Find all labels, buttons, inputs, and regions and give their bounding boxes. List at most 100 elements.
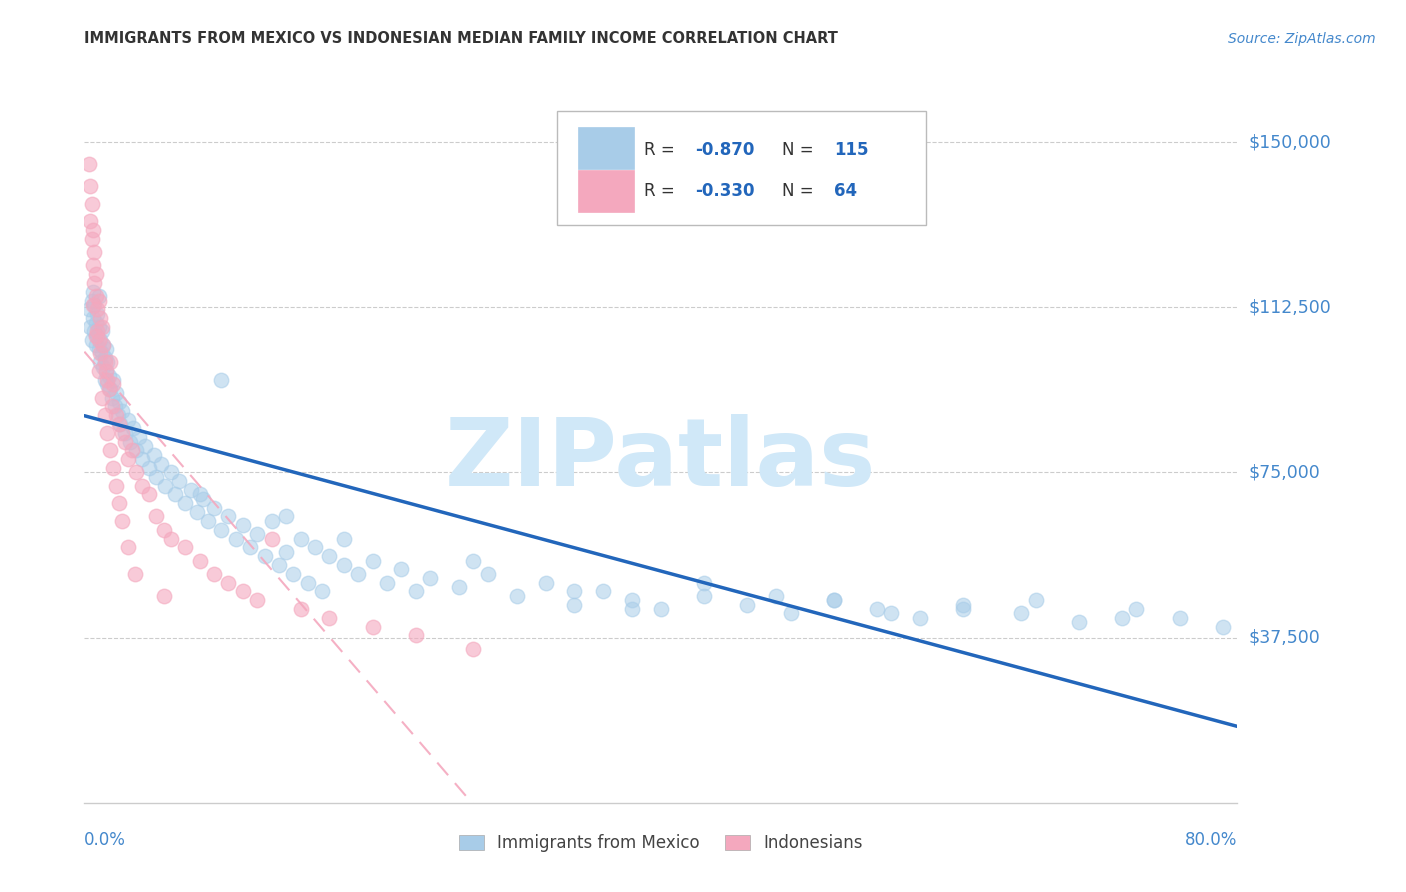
Point (375, 575, 398, 590)
Point (90, 391, 112, 405)
Point (290, 532, 312, 546)
Text: $75,000: $75,000 (1249, 464, 1320, 482)
Point (361, 619, 384, 633)
Point (80, 196, 103, 211)
Point (304, 541, 326, 555)
Point (405, 628, 427, 642)
Point (188, 553, 211, 567)
Point (108, 395, 131, 409)
Point (80, 232, 103, 246)
Point (77, 157, 100, 171)
Point (83, 325, 105, 339)
Point (650, 602, 672, 616)
Point (188, 487, 211, 501)
Point (93, 408, 115, 422)
Point (477, 566, 499, 581)
Point (283, 566, 305, 581)
Point (693, 589, 716, 603)
Point (534, 575, 557, 590)
Text: $150,000: $150,000 (1249, 133, 1331, 151)
Text: N =: N = (782, 182, 818, 200)
Point (122, 421, 145, 435)
Point (232, 584, 254, 599)
Point (131, 452, 153, 467)
Point (105, 478, 128, 492)
Text: Source: ZipAtlas.com: Source: ZipAtlas.com (1227, 32, 1375, 46)
Text: IMMIGRANTS FROM MEXICO VS INDONESIAN MEDIAN FAMILY INCOME CORRELATION CHART: IMMIGRANTS FROM MEXICO VS INDONESIAN MED… (84, 31, 838, 46)
Point (97, 382, 120, 396)
Point (952, 602, 974, 616)
Point (823, 593, 845, 607)
Point (84, 337, 107, 351)
Point (1212, 619, 1234, 633)
Point (209, 523, 232, 537)
Point (94, 364, 117, 378)
Point (145, 470, 167, 484)
Point (93, 351, 115, 365)
Point (89, 311, 111, 326)
Point (361, 553, 384, 567)
Point (333, 532, 356, 546)
Point (91, 359, 114, 374)
Point (765, 589, 787, 603)
Point (152, 523, 174, 537)
Legend: Immigrants from Mexico, Indonesians: Immigrants from Mexico, Indonesians (453, 828, 869, 859)
Text: R =: R = (644, 182, 679, 200)
Point (100, 391, 122, 405)
Point (160, 532, 183, 546)
Text: N =: N = (782, 141, 818, 159)
Point (910, 611, 932, 625)
Point (83, 298, 105, 312)
Point (564, 584, 586, 599)
Point (87, 289, 110, 303)
Point (96, 425, 118, 440)
Point (191, 491, 214, 506)
Point (260, 514, 283, 528)
Text: $37,500: $37,500 (1249, 629, 1320, 647)
Text: -0.330: -0.330 (696, 182, 755, 200)
Point (318, 549, 340, 563)
Point (202, 566, 225, 581)
Point (103, 461, 124, 475)
Point (87, 333, 110, 347)
Point (94, 342, 117, 356)
Point (311, 584, 333, 599)
Point (86, 307, 108, 321)
Point (93, 355, 115, 369)
Point (246, 593, 269, 607)
Point (117, 541, 139, 555)
Point (621, 602, 644, 616)
Point (149, 457, 172, 471)
Point (1125, 602, 1147, 616)
Point (347, 566, 370, 581)
Text: $112,500: $112,500 (1249, 298, 1331, 317)
Point (260, 532, 283, 546)
Point (84, 267, 107, 281)
Point (209, 373, 232, 387)
Point (737, 598, 759, 612)
Point (253, 549, 276, 563)
Point (290, 602, 312, 616)
Point (111, 425, 134, 440)
Text: 0.0%: 0.0% (84, 831, 127, 849)
Point (87, 293, 110, 308)
Point (84, 289, 107, 303)
Point (98, 355, 121, 369)
Point (98, 382, 121, 396)
Point (197, 514, 219, 528)
Point (96, 355, 118, 369)
Point (145, 509, 167, 524)
Point (82, 259, 104, 273)
Point (180, 483, 202, 497)
FancyBboxPatch shape (578, 127, 634, 169)
Point (463, 553, 485, 567)
Point (333, 558, 356, 572)
Point (276, 509, 298, 524)
Point (114, 434, 136, 449)
Point (506, 589, 529, 603)
Point (124, 566, 146, 581)
Point (138, 461, 160, 475)
Point (225, 532, 247, 546)
Point (87, 320, 110, 334)
Point (125, 443, 148, 458)
